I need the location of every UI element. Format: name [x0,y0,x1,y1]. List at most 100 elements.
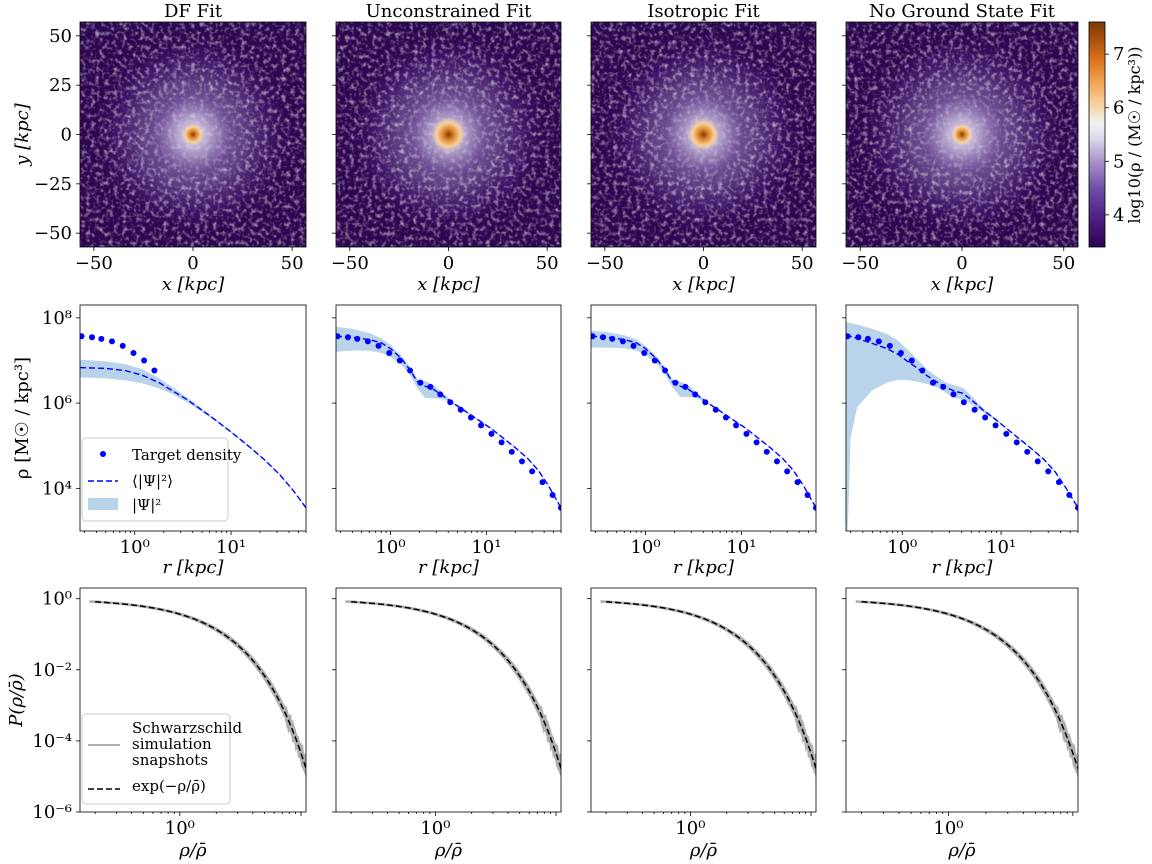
target-density-point [119,342,126,349]
target-density-point [930,379,937,386]
target-density-point [467,414,474,421]
target-density-point [108,338,115,345]
target-density-point [971,406,978,413]
profile-plot-area [336,326,561,511]
target-density-point [743,430,750,437]
profile-plot-area [80,333,306,509]
x-axis-label: ρ/ρ̄ [434,840,463,861]
target-density-point [1075,504,1078,511]
target-density-point [619,338,626,345]
x-axis-label: x [kpc] [162,274,225,295]
mean-psi-squared-line [846,334,1078,509]
x-tick-label: 10⁰ [630,537,660,558]
colorbar-tick-label: 7 [1113,44,1124,65]
legend-target-marker [100,451,106,457]
x-axis-label: x [kpc] [417,274,480,295]
y-tick-label: 10⁰ [42,589,72,610]
legend-sim-label-line: simulation [132,735,212,753]
target-density-point [336,333,341,340]
pdf-frame [590,587,817,813]
target-density-point [417,379,424,386]
target-density-point [1034,458,1041,465]
target-density-point [919,367,926,374]
target-density-point [591,333,596,340]
density-map-panel: Isotropic Fit −50 0 50 x [kpc] [586,1,817,295]
mean-psi-squared-line [80,366,306,509]
x-tick-label: −50 [586,253,624,274]
x-axis-label: ρ/ρ̄ [689,840,718,861]
target-density-point [692,391,699,398]
mean-psi-squared-line [336,335,561,509]
simulation-snapshot-curve [89,600,306,766]
legend-band-swatch [88,498,118,510]
x-axis-label: x [kpc] [672,274,735,295]
target-density-point [950,391,957,398]
y-tick-label: 10⁻⁴ [32,731,72,752]
target-density-point [354,335,361,342]
x-tick-label: 10⁰ [420,818,450,839]
pdf-plot-area [855,600,1078,781]
x-tick-label: 0 [187,253,198,274]
pdf-legend: Schwarzschild simulation snapshots exp(−ρ/ρ… [81,713,243,805]
target-density-point [457,406,464,413]
target-density-point [651,357,658,364]
simulation-snapshot-curve [855,600,1078,766]
legend-target-label: Target density [132,446,242,464]
target-density-point [1045,468,1052,475]
density-pdf-row: 10⁰ρ/ρ̄10⁰10⁻²10⁻⁴10⁻⁶P(ρ/ρ̄)Schwarzschi… [6,587,1079,861]
profile-legend: Target density ⟨|Ψ|²⟩ |Ψ|² [81,437,242,522]
target-density-point [722,414,729,421]
target-density-point [427,383,434,390]
legend-sim-label: Schwarzschild simulation snapshots [132,719,243,769]
colorbar-tick-label: 5 [1113,151,1124,172]
psi-squared-band [846,322,1078,531]
panel-title: No Ground State Fit [869,1,1056,22]
soliton-core [687,118,720,151]
x-tick-label: 0 [956,253,967,274]
soliton-core [431,117,466,152]
x-tick-label: 50 [1052,253,1075,274]
colorbar: 4 5 6 7 log10(ρ / (M☉ / kpc³)) [1088,21,1144,248]
target-density-point [940,383,947,390]
legend-sim-label-line: snapshots [132,751,208,769]
panel-title: Unconstrained Fit [366,1,533,22]
target-density-point [80,333,85,340]
target-density-point [733,422,740,429]
legend-box [81,713,231,805]
target-density-point [1013,439,1020,446]
target-density-point [672,379,679,386]
target-density-point [549,491,556,498]
pdf-plot-area [345,600,561,781]
x-axis-label: r [kpc] [163,557,225,578]
target-density-point [498,439,505,446]
x-axis-label: r [kpc] [673,557,735,578]
profile-plot-area [846,322,1078,531]
target-density-point [1066,491,1073,498]
y-tick-label: 10⁻² [32,660,72,681]
target-density-point [662,367,669,374]
colorbar-label: log10(ρ / (M☉ / kpc³)) [1125,47,1144,224]
psi-squared-band [591,330,816,509]
target-density-point [897,349,904,356]
target-density-point [846,333,851,340]
colorbar-tick-label: 6 [1113,98,1124,119]
psi-squared-band [336,326,561,509]
exp-reference-line [351,601,561,771]
x-tick-label: −50 [331,253,369,274]
target-density-point [130,349,137,356]
x-tick-label: 0 [443,253,454,274]
x-tick-label: 10¹ [471,537,501,558]
target-density-point [508,448,515,455]
target-density-point [630,342,637,349]
density-pdf-panel: 10⁰ρ/ρ̄10⁰10⁻²10⁻⁴10⁻⁶P(ρ/ρ̄)Schwarzschi… [6,587,307,861]
target-density-point [529,468,536,475]
legend-exp-label: exp(−ρ/ρ̄) [132,777,206,795]
target-density-point [855,334,862,341]
target-density-point [437,391,444,398]
target-density-point [599,334,606,341]
